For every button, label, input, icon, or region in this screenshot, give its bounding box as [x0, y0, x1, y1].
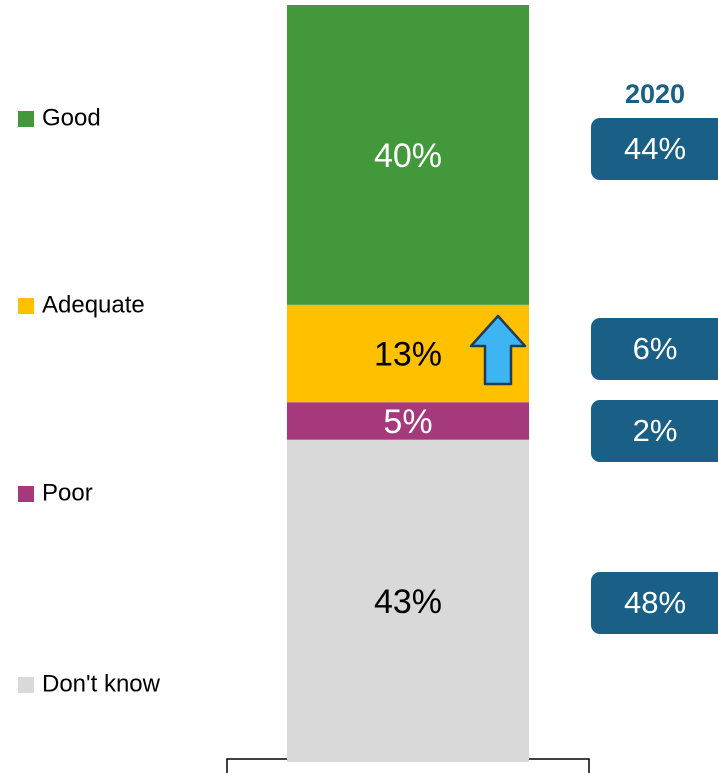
comparison-box	[591, 118, 718, 180]
legend-swatch	[18, 677, 34, 693]
comparison-value: 44%	[624, 131, 686, 166]
comparison-value: 6%	[633, 331, 678, 366]
legend-swatch	[18, 486, 34, 502]
comparison-value: 48%	[624, 585, 686, 620]
comparison-box	[591, 318, 718, 380]
comparison-box	[591, 572, 718, 634]
comparison-title: 2020	[625, 79, 685, 109]
legend-label: Don't know	[42, 670, 161, 697]
legend-swatch	[18, 111, 34, 127]
segment-label: 13%	[374, 336, 442, 374]
up-arrow	[469, 314, 527, 386]
segment-label: 43%	[374, 583, 442, 621]
legend-label: Poor	[42, 479, 93, 506]
segment-label: 5%	[383, 403, 432, 441]
legend-label: Adequate	[42, 291, 145, 318]
comparison-box	[591, 400, 718, 462]
bar-segment	[287, 5, 529, 305]
bar-segment	[287, 402, 529, 440]
comparison-value: 2%	[633, 413, 678, 448]
legend-label: Good	[42, 104, 101, 131]
legend-swatch	[18, 298, 34, 314]
bar-segment	[287, 439, 529, 762]
segment-label: 40%	[374, 137, 442, 175]
